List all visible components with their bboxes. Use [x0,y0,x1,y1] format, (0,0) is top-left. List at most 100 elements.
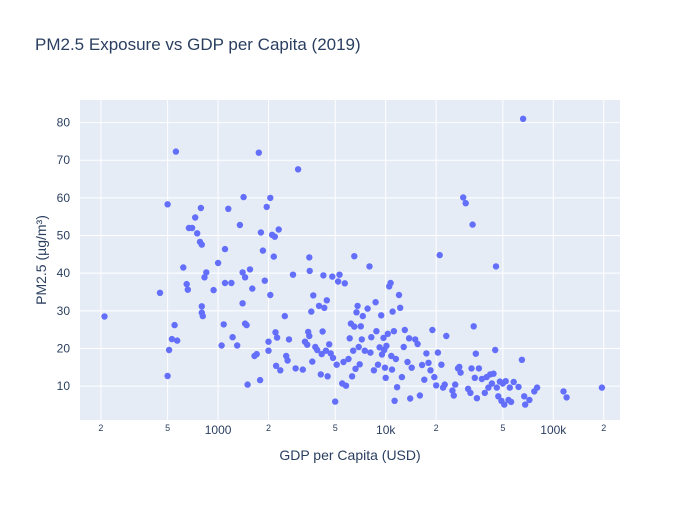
data-point[interactable] [322,347,330,354]
data-point[interactable] [387,279,394,287]
data-point[interactable] [416,392,424,399]
data-point[interactable] [184,286,191,293]
data-point[interactable] [472,350,479,357]
data-point[interactable] [261,277,268,284]
data-point[interactable] [384,330,391,337]
data-point[interactable] [404,358,411,366]
data-point[interactable] [323,297,330,304]
data-point[interactable] [333,361,340,368]
data-point[interactable] [265,347,272,354]
data-point[interactable] [241,274,249,281]
data-point[interactable] [174,337,181,344]
data-point[interactable] [306,332,313,340]
data-point[interactable] [351,323,358,330]
data-point[interactable] [502,378,509,385]
data-point[interactable] [348,373,356,380]
data-point[interactable] [171,321,178,329]
data-point[interactable] [221,245,229,253]
data-point[interactable] [563,394,570,401]
data-point[interactable] [356,361,363,368]
data-point[interactable] [281,312,288,320]
data-point[interactable] [218,342,225,349]
data-point[interactable] [345,355,352,363]
data-point[interactable] [350,347,357,354]
data-point[interactable] [510,378,517,386]
data-point[interactable] [441,381,448,388]
data-point[interactable] [533,384,541,391]
data-point[interactable] [372,299,379,306]
data-point[interactable] [522,401,529,408]
data-point[interactable] [255,149,262,156]
data-point[interactable] [172,148,180,155]
data-point[interactable] [521,393,528,400]
data-point[interactable] [309,358,316,365]
data-point[interactable] [267,291,274,299]
data-point[interactable] [443,332,450,340]
data-point[interactable] [239,269,246,276]
data-point[interactable] [481,389,488,397]
data-point[interactable] [229,334,236,341]
data-point[interactable] [501,401,508,408]
data-point[interactable] [405,335,413,342]
data-point[interactable] [201,274,208,281]
data-point[interactable] [198,303,205,310]
data-point[interactable] [359,312,366,320]
data-point[interactable] [246,266,254,273]
data-point[interactable] [408,364,415,371]
data-point[interactable] [490,370,497,377]
data-point[interactable] [194,230,201,237]
data-point[interactable] [366,263,373,270]
data-point[interactable] [450,392,457,399]
data-point[interactable] [336,271,343,278]
data-point[interactable] [329,273,336,280]
data-point[interactable] [398,373,406,381]
data-point[interactable] [400,343,407,351]
data-point[interactable] [198,241,205,248]
data-point[interactable] [256,376,264,384]
data-point[interactable] [306,254,313,261]
data-point[interactable] [324,373,331,380]
data-point[interactable] [468,365,475,372]
data-point[interactable] [197,204,205,212]
data-point[interactable] [326,341,333,348]
data-point[interactable] [492,346,499,354]
data-point[interactable] [469,221,476,228]
data-point[interactable] [423,350,430,357]
data-point[interactable] [253,350,260,358]
data-point[interactable] [192,214,199,221]
data-point[interactable] [267,194,274,202]
data-point[interactable] [352,365,359,372]
data-point[interactable] [367,349,374,356]
data-point[interactable] [225,205,232,212]
data-point[interactable] [304,341,311,348]
data-point[interactable] [431,373,438,381]
data-point[interactable] [361,347,368,354]
data-point[interactable] [165,346,173,354]
data-point[interactable] [355,343,362,351]
data-point[interactable] [388,352,395,360]
data-point[interactable] [259,247,267,254]
data-point[interactable] [389,308,396,315]
data-point[interactable] [357,323,364,330]
data-point[interactable] [598,384,606,391]
data-point[interactable] [168,335,176,343]
data-point[interactable] [373,328,380,335]
data-point[interactable] [329,354,337,362]
data-point[interactable] [438,361,445,368]
data-point[interactable] [319,328,326,335]
data-point[interactable] [473,395,481,402]
data-point[interactable] [294,166,302,173]
data-point[interactable] [380,334,387,342]
data-point[interactable] [488,380,496,387]
data-point[interactable] [220,321,227,328]
data-point[interactable] [188,224,196,232]
data-point[interactable] [317,371,324,378]
data-point[interactable] [368,334,375,341]
data-point[interactable] [249,285,256,292]
data-point[interactable] [390,328,398,335]
data-point[interactable] [427,367,434,374]
data-point[interactable] [429,326,436,334]
data-point[interactable] [275,226,282,233]
data-point[interactable] [270,253,277,260]
data-point[interactable] [515,383,522,391]
